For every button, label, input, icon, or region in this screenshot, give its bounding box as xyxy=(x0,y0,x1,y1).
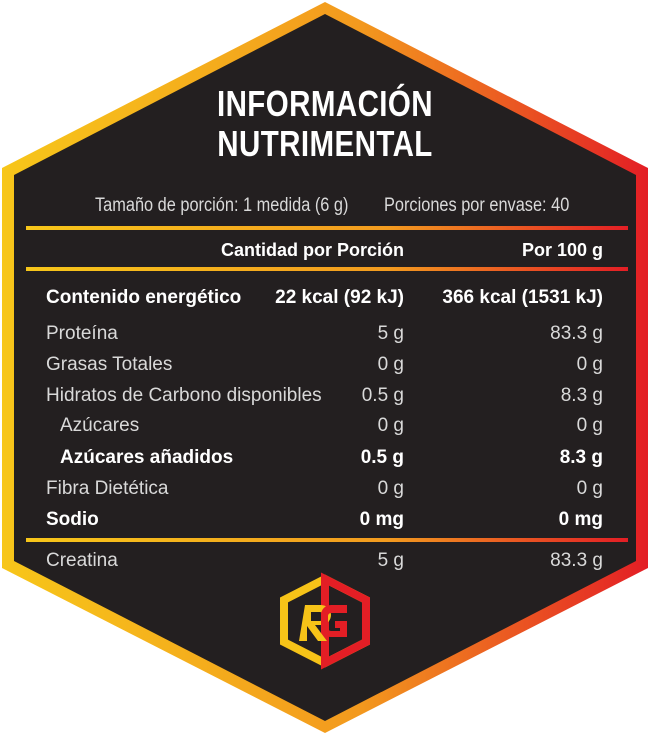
nutrient-per-100g: 8.3 g xyxy=(559,447,603,468)
nutrient-per-100g: 0 g xyxy=(576,415,603,436)
rg-hexagon-logo-icon xyxy=(280,572,370,670)
hexagon-panel xyxy=(14,14,636,721)
creatine-per-serving: 5 g xyxy=(377,550,404,571)
separator-line xyxy=(26,267,628,271)
nutrient-label: Fibra Dietética xyxy=(46,478,169,499)
nutrient-per-serving: 22 kcal (92 kJ) xyxy=(275,287,404,308)
header-per-100g: Por 100 g xyxy=(521,240,603,260)
nutrient-label: Contenido energético xyxy=(46,287,242,308)
creatine-per-100g: 83.3 g xyxy=(550,550,603,571)
nutrient-per-serving: 0 g xyxy=(377,478,404,499)
nutrient-per-100g: 8.3 g xyxy=(560,385,603,406)
separator-line xyxy=(26,538,628,542)
nutrient-per-100g: 366 kcal (1531 kJ) xyxy=(442,287,603,308)
nutrient-per-serving: 0 mg xyxy=(359,509,404,530)
nutrient-label: Hidratos de Carbono disponibles xyxy=(46,385,322,406)
separator-line xyxy=(26,226,628,230)
nutrient-label: Sodio xyxy=(46,509,99,530)
header-per-serving: Cantidad por Porción xyxy=(220,240,404,260)
title-line-1: INFORMACIÓN xyxy=(216,83,434,124)
nutrient-per-serving: 5 g xyxy=(377,323,404,344)
serving-size: Tamaño de porción: 1 medida (6 g) xyxy=(95,195,349,216)
nutrient-per-100g: 83.3 g xyxy=(550,323,603,344)
nutrient-per-serving: 0.5 g xyxy=(360,447,404,468)
servings-per-container: Porciones por envase: 40 xyxy=(384,195,570,216)
nutrient-per-serving: 0 g xyxy=(377,354,404,375)
nutrient-per-serving: 0.5 g xyxy=(361,385,404,406)
nutrient-per-100g: 0 g xyxy=(576,354,603,375)
nutrient-label: Proteína xyxy=(46,323,118,344)
nutrient-label: Azúcares xyxy=(60,415,140,436)
nutrient-per-serving: 0 g xyxy=(377,415,404,436)
nutrient-label: Grasas Totales xyxy=(46,354,173,375)
nutrient-per-100g: 0 mg xyxy=(558,509,603,530)
nutrient-per-100g: 0 g xyxy=(576,478,603,499)
nutrient-label: Azúcares añadidos xyxy=(60,447,234,468)
creatine-label: Creatina xyxy=(46,550,118,571)
title-line-2: NUTRIMENTAL xyxy=(217,123,433,164)
